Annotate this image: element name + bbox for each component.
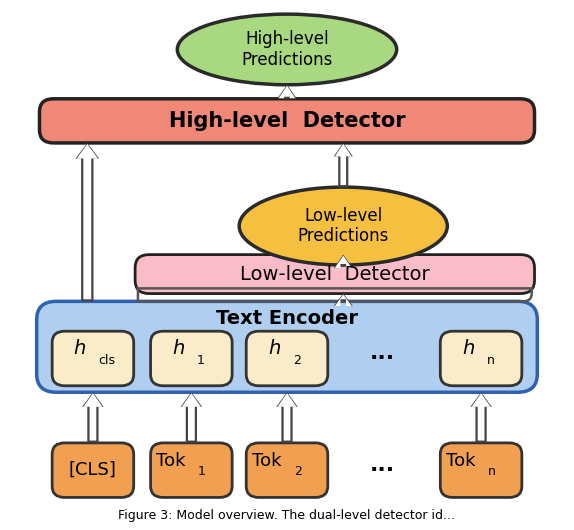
Text: Figure 3: Model overview. The dual-level detector id...: Figure 3: Model overview. The dual-level… [118,509,456,522]
Text: 1: 1 [198,465,206,479]
Text: High-level  Detector: High-level Detector [169,111,405,131]
Text: Low-level  Detector: Low-level Detector [240,264,429,284]
Text: [CLS]: [CLS] [69,461,117,479]
Text: ···: ··· [370,349,395,368]
Text: Low-level
Predictions: Low-level Predictions [297,207,389,245]
FancyBboxPatch shape [150,331,232,386]
Polygon shape [335,295,352,306]
FancyBboxPatch shape [440,331,522,386]
FancyBboxPatch shape [37,302,537,392]
Polygon shape [76,144,98,299]
Polygon shape [335,144,352,185]
Text: Tok: Tok [156,452,186,470]
Polygon shape [333,294,353,306]
Text: h: h [268,339,280,358]
Text: 1: 1 [197,354,205,367]
Text: n: n [488,465,496,479]
Text: 2: 2 [293,354,301,367]
Ellipse shape [239,187,447,265]
Polygon shape [333,254,353,268]
Polygon shape [182,393,201,440]
FancyBboxPatch shape [135,254,534,294]
Text: Tok: Tok [446,452,475,470]
Text: h: h [172,339,185,358]
Polygon shape [277,393,297,440]
Text: Text Encoder: Text Encoder [216,309,358,328]
Ellipse shape [177,14,397,85]
FancyBboxPatch shape [52,331,134,386]
Polygon shape [277,85,297,99]
Polygon shape [278,86,296,98]
FancyBboxPatch shape [246,443,328,498]
Polygon shape [82,392,104,443]
FancyBboxPatch shape [150,443,232,498]
Text: h: h [462,339,474,358]
FancyBboxPatch shape [40,99,534,143]
Text: ···: ··· [370,460,395,480]
Polygon shape [276,392,298,443]
FancyBboxPatch shape [440,443,522,498]
Text: Tok: Tok [252,452,281,470]
Text: n: n [487,354,495,367]
FancyBboxPatch shape [246,331,328,386]
Polygon shape [333,143,353,187]
Text: h: h [74,339,86,358]
Polygon shape [76,143,99,302]
Text: cls: cls [99,354,115,367]
Polygon shape [83,393,103,440]
FancyBboxPatch shape [52,443,134,498]
Polygon shape [181,392,202,443]
Polygon shape [470,392,492,443]
Polygon shape [335,255,352,268]
Text: High-level
Predictions: High-level Predictions [241,30,333,69]
Polygon shape [471,393,491,440]
Text: 2: 2 [294,465,301,479]
